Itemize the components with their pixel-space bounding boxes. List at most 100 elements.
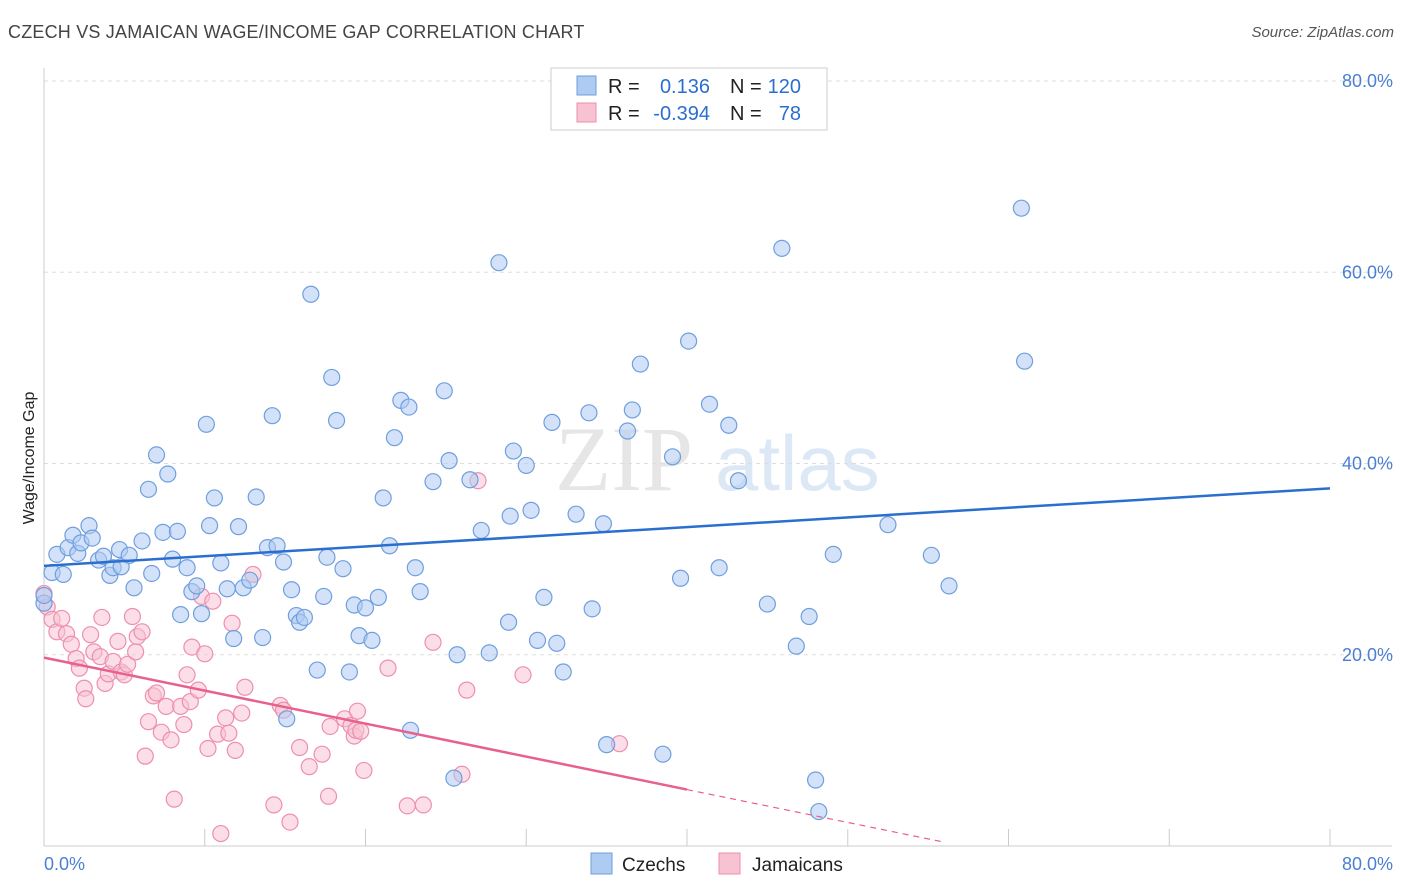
czech-point — [263, 407, 281, 425]
jamaican-point — [414, 796, 432, 814]
czech-point — [327, 411, 346, 430]
jamaican-point — [175, 715, 193, 734]
legend-r-label-czech: R = — [608, 76, 640, 98]
jamaican-point — [424, 633, 442, 651]
czechs-points — [35, 199, 1034, 821]
jamaican-point — [109, 632, 127, 650]
jamaican-point — [300, 758, 318, 776]
czech-point — [580, 404, 598, 422]
jamaican-point — [123, 607, 142, 626]
czech-point — [680, 332, 698, 350]
legend-box — [550, 67, 828, 131]
czech-point — [598, 736, 616, 754]
czech-point — [543, 413, 561, 431]
czech-point — [282, 581, 301, 599]
czech-point — [274, 553, 293, 571]
czech-point — [133, 532, 151, 550]
jamaican-point — [118, 655, 137, 673]
jamaican-point — [352, 722, 370, 740]
jamaican-point — [162, 731, 180, 749]
jamaicans-points — [35, 472, 629, 843]
czech-point — [308, 661, 326, 679]
jamaican-point — [147, 684, 166, 702]
czech-point — [94, 547, 113, 565]
czech-point — [528, 631, 547, 650]
czech-point — [879, 516, 897, 534]
jamaican-point — [196, 645, 214, 663]
czech-point — [318, 548, 336, 566]
jamaican-point — [82, 626, 100, 644]
czech-point — [618, 422, 637, 440]
jamaican-point — [157, 697, 175, 715]
czech-point — [787, 637, 805, 655]
czech-point — [806, 771, 825, 789]
czech-point — [218, 580, 236, 598]
czech-point — [623, 401, 641, 419]
czech-point — [139, 480, 158, 498]
jamaican-point — [127, 643, 145, 661]
y-tick-label: 40.0% — [1342, 454, 1393, 474]
czech-point — [323, 368, 341, 387]
bottom-legend-swatch-czechs — [590, 852, 613, 875]
czech-point — [247, 488, 265, 506]
czech-point — [824, 545, 842, 563]
axes — [43, 68, 1392, 847]
jamaican-point — [319, 787, 338, 805]
czech-point — [940, 577, 958, 595]
czech-point — [406, 559, 424, 577]
czech-point — [448, 646, 466, 664]
source-label: Source: ZipAtlas.com — [1251, 24, 1394, 41]
jamaican-point — [199, 739, 217, 758]
czech-point — [1015, 352, 1034, 370]
jamaican-point — [233, 704, 251, 722]
y-tick-label: 60.0% — [1342, 262, 1393, 282]
correlation-legend: R = 0.136 N = 120 R = -0.394 N = 78 — [550, 67, 828, 131]
czech-point — [472, 521, 490, 540]
czech-point — [340, 663, 359, 681]
czech-point — [143, 564, 161, 583]
czech-point — [583, 600, 601, 618]
czech-point — [192, 605, 211, 623]
jamaicans-trend-line — [43, 656, 688, 791]
legend-n-label-jamaican: N = — [730, 103, 762, 125]
czech-point — [720, 416, 738, 434]
czech-point — [172, 605, 190, 624]
czech-point — [499, 613, 518, 631]
jamaican-point — [165, 790, 183, 808]
czech-point — [295, 608, 314, 627]
czech-point — [229, 518, 248, 536]
czech-point — [356, 599, 375, 617]
y-tick-label: 20.0% — [1342, 645, 1393, 665]
czech-point — [440, 452, 458, 470]
jamaican-point — [220, 724, 238, 742]
czech-point — [334, 560, 352, 578]
jamaican-point — [93, 608, 111, 627]
jamaican-point — [53, 609, 71, 628]
jamaican-point — [265, 796, 283, 814]
y-axis-title: Wage/Income Gap — [21, 392, 38, 525]
legend-n-label-czech: N = — [730, 76, 762, 98]
legend-r-value-czech: 0.136 — [660, 76, 710, 98]
czech-point — [147, 446, 166, 464]
czech-point — [461, 471, 479, 489]
y-tick-label: 80.0% — [1342, 71, 1393, 91]
czech-point — [369, 588, 387, 606]
jamaican-point — [178, 666, 196, 684]
jamaican-point — [133, 623, 151, 641]
czech-point — [35, 586, 53, 605]
jamaican-point — [348, 702, 367, 720]
bottom-legend-swatch-jamaicans — [718, 852, 741, 875]
czech-point — [411, 583, 429, 601]
legend-n-value-czech: 120 — [768, 76, 801, 98]
czech-point — [168, 522, 187, 540]
czech-point — [385, 429, 404, 447]
jamaican-point — [226, 741, 244, 759]
czech-point — [188, 577, 206, 595]
czech-point — [268, 537, 286, 555]
legend-n-value-jamaican: 78 — [779, 103, 801, 125]
czech-point — [54, 565, 72, 584]
czech-point — [154, 523, 172, 541]
jamaican-point — [204, 592, 222, 610]
czech-point — [522, 501, 540, 519]
czech-point — [501, 507, 519, 525]
